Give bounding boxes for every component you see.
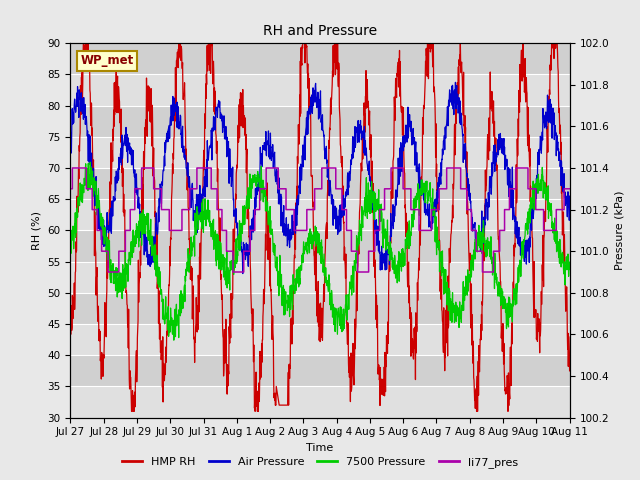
Bar (70, 43, 570, 74)
Air Pressure (560, 190, 568, 195)
Title: RH and Pressure: RH and Pressure (263, 24, 377, 38)
HMP RH (438, 307, 445, 313)
Air Pressure (452, 80, 460, 85)
Air Pressure (145, 256, 152, 262)
7500 Pressure (566, 259, 573, 265)
Y-axis label: RH (%): RH (%) (32, 211, 42, 250)
7500 Pressure (67, 246, 74, 252)
Bar (70, 168, 570, 199)
7500 Pressure (438, 259, 445, 265)
Line: 7500 Pressure: 7500 Pressure (70, 162, 570, 340)
HMP RH (307, 173, 315, 179)
Bar (70, 355, 570, 386)
Bar (70, 262, 570, 293)
7500 Pressure (307, 239, 315, 244)
Y-axis label: Pressure (kPa): Pressure (kPa) (614, 191, 625, 270)
HMP RH (67, 322, 74, 328)
Legend: HMP RH, Air Pressure, 7500 Pressure, li77_pres: HMP RH, Air Pressure, 7500 Pressure, li7… (118, 452, 522, 472)
Bar (70, 74, 570, 106)
7500 Pressure (145, 238, 152, 243)
Line: HMP RH: HMP RH (70, 37, 570, 411)
li77_pres (298, 228, 305, 233)
Air Pressure (438, 173, 445, 179)
HMP RH (128, 408, 136, 414)
Bar (70, 293, 570, 324)
Bar (70, 230, 570, 262)
Bar (70, 386, 570, 418)
7500 Pressure (298, 267, 305, 273)
li77_pres (145, 165, 153, 171)
Air Pressure (67, 129, 74, 135)
Bar (70, 137, 570, 168)
X-axis label: Time: Time (307, 443, 333, 453)
HMP RH (82, 34, 90, 40)
HMP RH (566, 368, 573, 374)
HMP RH (511, 244, 519, 250)
7500 Pressure (86, 159, 94, 165)
Bar (70, 199, 570, 230)
li77_pres (566, 186, 573, 192)
li77_pres (68, 165, 76, 171)
7500 Pressure (170, 337, 178, 343)
Air Pressure (511, 214, 519, 219)
li77_pres (67, 186, 74, 192)
HMP RH (298, 60, 305, 66)
Bar (70, 324, 570, 355)
li77_pres (560, 207, 568, 213)
Text: WP_met: WP_met (81, 54, 134, 67)
Air Pressure (307, 110, 315, 116)
Line: li77_pres: li77_pres (70, 168, 570, 272)
li77_pres (511, 186, 519, 192)
li77_pres (438, 186, 445, 192)
7500 Pressure (560, 271, 568, 277)
Air Pressure (239, 271, 246, 276)
Air Pressure (566, 193, 573, 199)
7500 Pressure (511, 288, 519, 294)
Bar (70, 106, 570, 137)
HMP RH (145, 88, 153, 94)
HMP RH (560, 232, 568, 238)
Air Pressure (298, 177, 305, 182)
li77_pres (307, 207, 315, 213)
Line: Air Pressure: Air Pressure (70, 83, 570, 274)
li77_pres (104, 269, 112, 275)
